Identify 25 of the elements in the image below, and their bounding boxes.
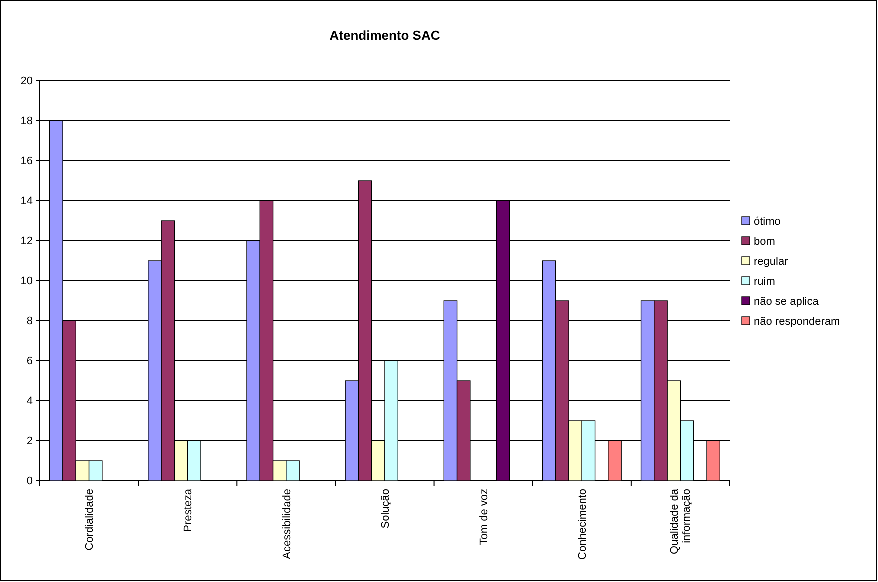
y-tick-label: 0 [26, 476, 33, 488]
y-tick-label: 6 [26, 356, 33, 368]
x-tick-label: Conhecimento [576, 489, 589, 560]
legend-label: bom [754, 236, 776, 248]
y-tick-label: 10 [20, 276, 33, 288]
x-tick-label: Acessibilidade [281, 489, 294, 560]
y-tick-label: 16 [20, 156, 33, 168]
y-tick-label: 12 [20, 236, 33, 248]
x-tick-label: Qualidade da informação [668, 488, 694, 554]
chart-title: Atendimento SAC [330, 28, 441, 43]
y-tick-label: 8 [26, 316, 33, 328]
legend-label: ótimo [754, 216, 781, 228]
y-tick-label: 2 [26, 436, 33, 448]
y-tick-label: 18 [20, 116, 33, 128]
legend-label: regular [754, 256, 789, 268]
x-tick-label: Tom de voz [478, 489, 490, 546]
y-tick-label: 4 [26, 396, 33, 408]
x-tick-label: Cordialidade [84, 489, 96, 551]
y-tick-label: 20 [20, 76, 33, 88]
legend-label: ruim [754, 276, 776, 288]
x-tick-label: Presteza [182, 488, 195, 532]
legend-label: não responderam [754, 316, 840, 328]
legend-label: não se aplica [754, 296, 820, 308]
x-tick-label: Solução [380, 489, 392, 529]
y-tick-label: 14 [20, 196, 33, 208]
